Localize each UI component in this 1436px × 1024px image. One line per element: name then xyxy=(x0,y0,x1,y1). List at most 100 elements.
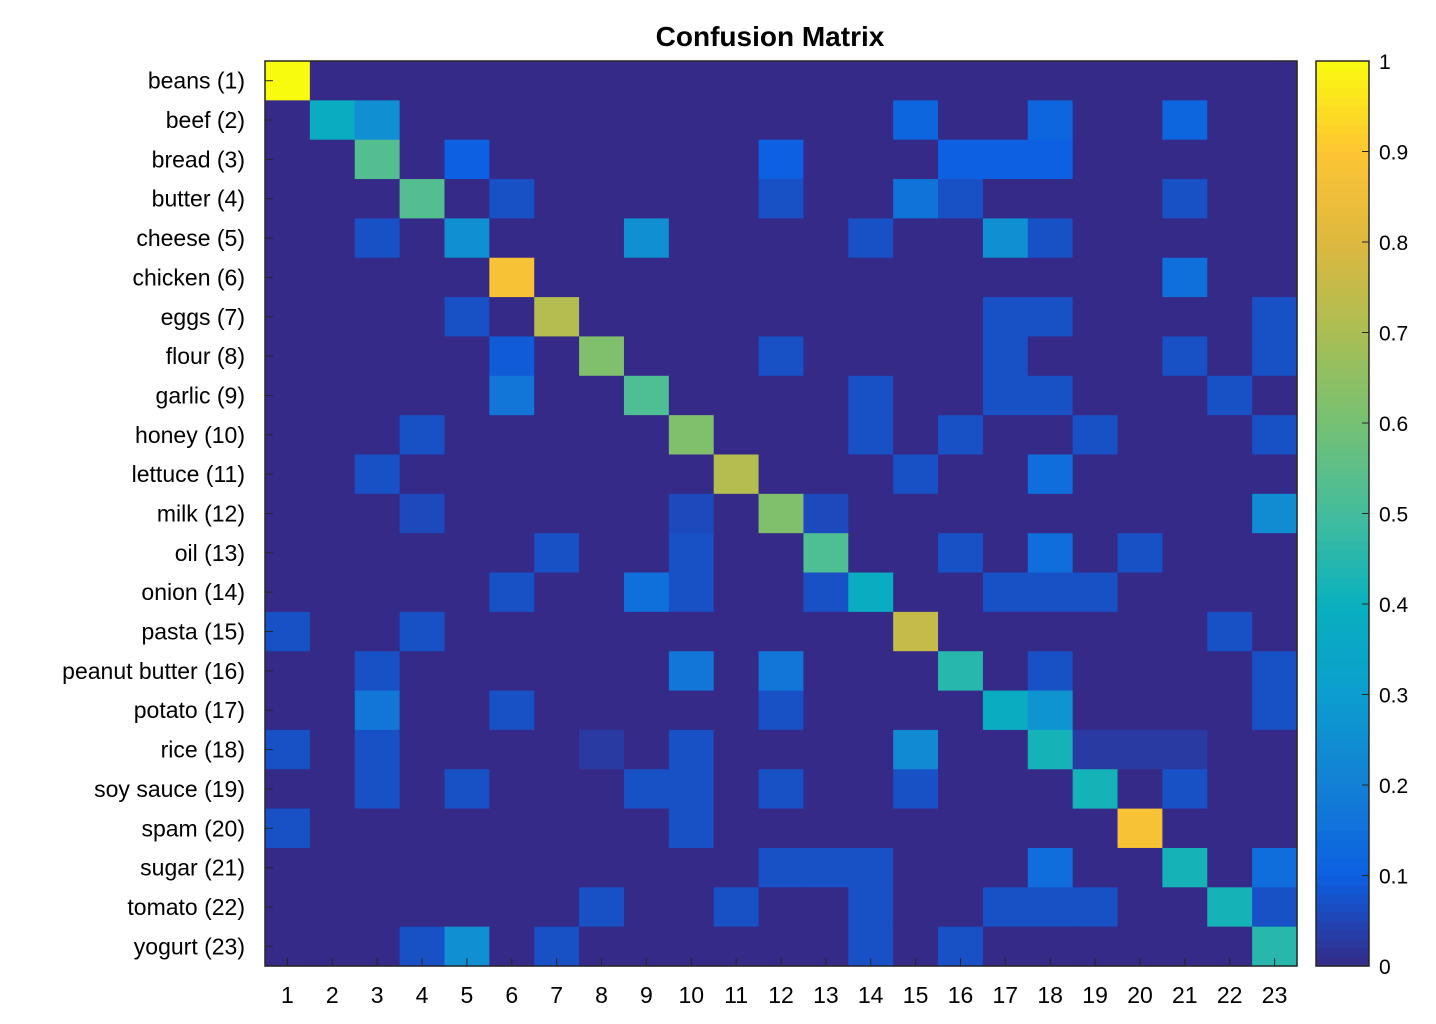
heatmap-cell xyxy=(399,297,446,338)
heatmap-cell xyxy=(848,100,894,141)
heatmap-cell xyxy=(1072,572,1119,613)
heatmap-cell xyxy=(893,415,939,456)
heatmap-cell xyxy=(982,887,1029,928)
heatmap-cell xyxy=(1252,651,1298,692)
heatmap-cell xyxy=(713,336,760,377)
heatmap-cell xyxy=(489,61,535,101)
colorbar-band xyxy=(1316,296,1369,306)
heatmap-cell xyxy=(623,257,670,298)
heatmap-cell xyxy=(399,572,446,613)
x-tick-label: 16 xyxy=(948,982,974,1008)
heatmap-cell xyxy=(399,808,446,849)
heatmap-cell xyxy=(1252,847,1298,888)
heatmap-cell xyxy=(758,61,805,101)
colorbar-band xyxy=(1316,341,1369,352)
heatmap-cell xyxy=(1207,61,1253,101)
heatmap-cell xyxy=(758,100,805,141)
heatmap-cell xyxy=(758,336,805,377)
heatmap-cell xyxy=(1027,572,1074,613)
heatmap-cell xyxy=(354,887,401,928)
heatmap-cell xyxy=(758,375,805,416)
colorbar-band xyxy=(1316,196,1369,207)
heatmap-cell xyxy=(623,100,670,141)
heatmap-cell xyxy=(803,100,849,141)
heatmap-cell xyxy=(354,297,401,338)
heatmap-cell xyxy=(758,690,805,731)
colorbar-band xyxy=(1316,214,1369,225)
colorbar-band xyxy=(1316,79,1369,89)
heatmap-cell xyxy=(309,611,356,652)
heatmap-cell xyxy=(1162,887,1208,928)
heatmap-cell xyxy=(354,218,401,259)
heatmap-cell xyxy=(1027,454,1074,495)
heatmap-cell xyxy=(713,808,760,849)
colorbar-band xyxy=(1316,558,1369,569)
heatmap-cell xyxy=(803,808,849,849)
heatmap-cell xyxy=(1117,572,1163,613)
heatmap-cell xyxy=(1072,336,1119,377)
heatmap-cell xyxy=(1072,257,1119,298)
heatmap-cell xyxy=(1162,297,1208,338)
colorbar-band xyxy=(1316,821,1369,831)
heatmap-cell xyxy=(444,61,490,101)
heatmap-cell xyxy=(1162,808,1208,849)
heatmap-cell xyxy=(354,100,401,141)
heatmap-cell xyxy=(1162,690,1208,731)
colorbar-band xyxy=(1316,350,1369,361)
heatmap-cell xyxy=(1162,572,1208,613)
heatmap-cell xyxy=(668,61,715,101)
heatmap-cell xyxy=(758,257,805,298)
colorbar-tick-label: 0.7 xyxy=(1379,323,1408,346)
colorbar-band xyxy=(1316,576,1369,587)
heatmap-cell xyxy=(1117,690,1163,731)
heatmap-cell xyxy=(713,100,760,141)
heatmap-cell xyxy=(1162,493,1208,534)
heatmap-cell xyxy=(668,651,715,692)
x-tick-label: 10 xyxy=(679,982,705,1008)
heatmap-cell xyxy=(579,887,625,928)
colorbar-band xyxy=(1316,757,1369,768)
heatmap-cell xyxy=(1207,297,1253,338)
heatmap-cell xyxy=(982,493,1029,534)
colorbar-band xyxy=(1316,920,1369,931)
heatmap-cell xyxy=(534,533,580,574)
colorbar-band xyxy=(1316,160,1369,171)
heatmap-cell xyxy=(579,218,625,259)
heatmap-cell xyxy=(623,493,670,534)
x-tick-label: 9 xyxy=(640,982,653,1008)
heatmap-cell xyxy=(668,533,715,574)
colorbar-band xyxy=(1316,187,1369,198)
heatmap-cell xyxy=(713,415,760,456)
heatmap-cell xyxy=(623,690,670,731)
heatmap-cell xyxy=(668,139,715,180)
colorbar-band xyxy=(1316,450,1369,460)
heatmap-cell xyxy=(668,572,715,613)
colorbar-band xyxy=(1316,260,1369,270)
heatmap-cell xyxy=(893,887,939,928)
colorbar-band xyxy=(1316,685,1369,696)
heatmap-cell xyxy=(309,454,356,495)
heatmap-cell xyxy=(534,179,580,219)
heatmap-cell xyxy=(848,690,894,731)
colorbar-band xyxy=(1316,486,1369,496)
heatmap-cell xyxy=(579,336,625,377)
x-tick-label: 7 xyxy=(550,982,563,1008)
heatmap-cell xyxy=(848,415,894,456)
heatmap-cell xyxy=(1207,179,1253,219)
colorbar-band xyxy=(1316,513,1369,524)
heatmap-cell xyxy=(848,493,894,534)
heatmap-cell xyxy=(938,808,984,849)
colorbar-band xyxy=(1316,893,1369,904)
heatmap-cell xyxy=(1207,769,1253,810)
y-tick-label: milk (12) xyxy=(157,501,245,527)
heatmap-cell xyxy=(1027,61,1074,101)
heatmap-cell xyxy=(623,887,670,928)
heatmap-cell xyxy=(444,257,490,298)
colorbar-band xyxy=(1316,242,1369,252)
heatmap-cell xyxy=(1162,769,1208,810)
heatmap-cell xyxy=(309,533,356,574)
heatmap-cell xyxy=(309,769,356,810)
heatmap-cell xyxy=(399,493,446,534)
heatmap-cell xyxy=(668,336,715,377)
